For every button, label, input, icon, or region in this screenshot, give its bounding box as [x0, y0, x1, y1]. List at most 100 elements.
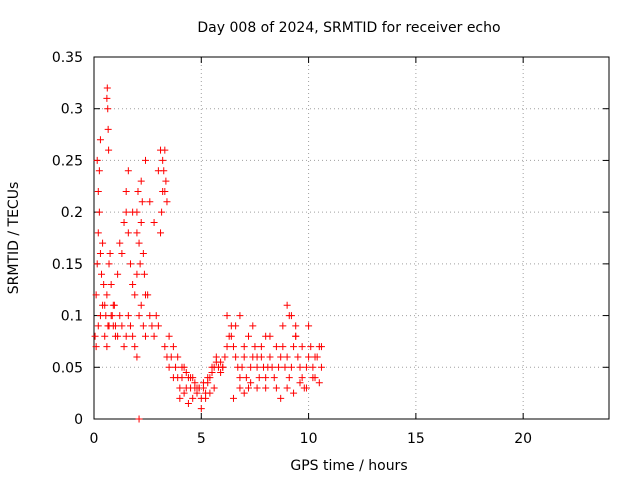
data-point [219, 363, 227, 371]
data-point [152, 312, 160, 320]
data-point [96, 312, 104, 320]
data-point [104, 125, 112, 133]
data-point [99, 301, 107, 309]
data-point [245, 384, 252, 392]
data-point [148, 322, 156, 330]
data-point [160, 167, 168, 175]
data-point [146, 312, 154, 320]
data-point [279, 343, 287, 351]
data-point [93, 156, 101, 164]
data-point [270, 374, 278, 382]
data-point [283, 384, 291, 392]
y-axis-label: SRMTID / TECUs [6, 182, 22, 295]
data-point [107, 312, 115, 320]
data-point [96, 136, 104, 144]
grid-lines [94, 57, 609, 419]
data-point [292, 322, 300, 330]
data-point [169, 343, 177, 351]
data-point [92, 291, 100, 299]
data-point [305, 322, 313, 330]
data-point [133, 353, 141, 361]
data-point [294, 353, 302, 361]
data-point [197, 405, 205, 413]
data-point [94, 229, 102, 237]
data-point [167, 353, 175, 361]
data-point [268, 363, 276, 371]
data-point [139, 250, 147, 258]
data-point [217, 358, 225, 366]
axis-ticks: 0 0.05 0.1 0.15 0.2 0.25 0.3 0.35 0 5 10 15 20 [52, 50, 609, 447]
data-point [137, 177, 145, 185]
data-point [163, 198, 171, 206]
data-point [180, 389, 188, 397]
data-point [262, 384, 270, 392]
data-point [131, 291, 139, 299]
data-point [174, 353, 182, 361]
data-point [104, 105, 112, 113]
data-point [296, 379, 304, 387]
data-point [122, 332, 130, 340]
data-point [95, 167, 103, 175]
data-point [240, 389, 248, 397]
data-point [107, 281, 115, 289]
data-point [91, 332, 99, 340]
data-point [133, 270, 141, 278]
data-point [150, 332, 158, 340]
data-point [172, 363, 180, 371]
data-point [281, 363, 289, 371]
data-point [184, 399, 192, 407]
data-point [120, 343, 128, 351]
data-point [142, 332, 149, 340]
x-tick-label: 15 [407, 431, 425, 447]
data-point [111, 322, 119, 330]
data-point [229, 343, 237, 351]
data-point [176, 384, 184, 392]
data-point [287, 312, 295, 320]
data-point [133, 229, 141, 237]
y-tick-label: 0.2 [61, 205, 83, 221]
data-point [307, 343, 315, 351]
data-point [116, 312, 124, 320]
data-point [236, 312, 244, 320]
y-tick-label: 0.3 [61, 102, 83, 118]
data-point [189, 394, 197, 402]
data-point [212, 353, 220, 361]
data-point [105, 260, 113, 268]
data-point [217, 368, 225, 376]
data-point [124, 229, 132, 237]
data-point [315, 379, 323, 387]
data-point [106, 250, 114, 258]
data-point [134, 187, 142, 195]
data-point [98, 270, 106, 278]
data-point [298, 343, 306, 351]
data-point [266, 332, 274, 340]
data-point [136, 260, 144, 268]
data-point [247, 379, 255, 387]
data-point [103, 94, 111, 102]
data-point [290, 343, 298, 351]
data-point [159, 156, 167, 164]
data-point [272, 343, 280, 351]
data-point [93, 260, 101, 268]
data-point [94, 322, 102, 330]
data-point [109, 301, 117, 309]
data-point [103, 291, 111, 299]
data-point [99, 239, 107, 247]
data-point [96, 250, 104, 258]
data-point [101, 332, 109, 340]
data-point [178, 363, 186, 371]
data-point [95, 208, 103, 216]
y-tick-label: 0.25 [52, 153, 83, 169]
data-point [124, 167, 132, 175]
data-point [103, 84, 111, 92]
data-point [103, 343, 111, 351]
data-point [311, 353, 319, 361]
data-point [118, 322, 126, 330]
data-point [208, 363, 216, 371]
data-point [142, 156, 149, 164]
data-point [242, 374, 250, 382]
data-point [178, 374, 186, 382]
data-point [202, 394, 210, 402]
data-point [92, 343, 100, 351]
